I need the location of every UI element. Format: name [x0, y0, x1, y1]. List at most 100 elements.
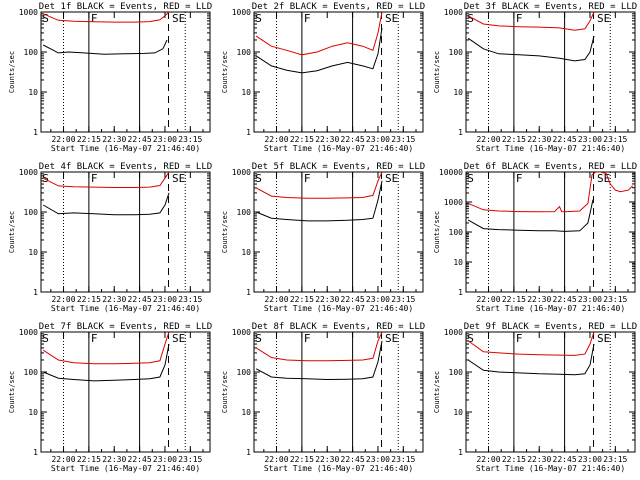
x-tick-label: 22:15: [502, 135, 526, 144]
x-tick-label: 22:45: [128, 455, 152, 464]
event-marker: F: [304, 172, 311, 185]
plot-title: Det 5f BLACK = Events, RED = LLD: [252, 162, 425, 172]
plot-frame: [40, 331, 211, 453]
x-tick-label: 22:45: [553, 135, 577, 144]
x-axis-label: Start Time (16-May-07 21:46:40): [476, 144, 625, 153]
lld-series-line: [468, 172, 633, 213]
y-tick-label: 10000: [439, 168, 463, 177]
x-tick-label: 22:45: [128, 295, 152, 304]
x-tick-label: 22:00: [51, 135, 75, 144]
x-axis-label: Start Time (16-May-07 21:46:40): [51, 464, 200, 473]
plot-title: Det 4f BLACK = Events, RED = LLD: [39, 162, 212, 172]
y-axis-label: Counts/sec: [8, 371, 16, 413]
x-tick-label: 22:00: [476, 295, 500, 304]
plot-panel-8: Det 8f BLACK = Events, RED = LLD 1 10 100 10…: [221, 322, 425, 473]
x-tick-label: 22:15: [290, 295, 314, 304]
y-tick-label: 1: [246, 288, 251, 297]
y-tick-label: 100: [24, 48, 39, 57]
x-tick-label: 22:00: [264, 135, 288, 144]
y-tick-label: 10: [28, 248, 38, 257]
x-axis-label: Start Time (16-May-07 21:46:40): [51, 144, 200, 153]
y-tick-label: 1: [33, 448, 38, 457]
x-tick-label: 22:30: [527, 455, 551, 464]
plot-title: Det 2f BLACK = Events, RED = LLD: [252, 2, 425, 12]
lld-series-line: [255, 172, 383, 199]
x-tick-label: 22:00: [51, 455, 75, 464]
plot-frame: [253, 331, 424, 453]
y-tick-label: 100: [237, 48, 252, 57]
x-tick-label: 22:00: [264, 455, 288, 464]
event-marker: S: [42, 332, 49, 345]
y-tick-label: 10: [453, 88, 463, 97]
events-series-line: [255, 27, 383, 74]
x-axis-label: Start Time (16-May-07 21:46:40): [51, 304, 200, 313]
y-tick-label: 10: [28, 408, 38, 417]
y-tick-label: 10: [241, 88, 251, 97]
y-axis-label: Counts/sec: [8, 211, 16, 253]
y-axis-label: Counts/sec: [221, 51, 229, 93]
plot-panel-5: Det 5f BLACK = Events, RED = LLD 1 10 100 10…: [221, 162, 425, 313]
x-tick-label: 23:15: [603, 455, 627, 464]
y-axis-label: Counts/sec: [433, 211, 441, 253]
event-marker: S: [255, 12, 262, 25]
lld-series-line: [42, 172, 170, 188]
y-axis-label: Counts/sec: [433, 51, 441, 93]
event-marker: SE: [597, 332, 610, 345]
plot-frame: [253, 171, 424, 293]
x-tick-label: 22:15: [77, 135, 101, 144]
y-tick-label: 10: [241, 248, 251, 257]
x-axis-label: Start Time (16-May-07 21:46:40): [476, 304, 625, 313]
events-series-line: [255, 340, 383, 381]
y-tick-label: 10: [28, 88, 38, 97]
y-axis-label: Counts/sec: [221, 371, 229, 413]
plot-title: Det 1f BLACK = Events, RED = LLD: [39, 2, 212, 12]
lld-series-line: [467, 12, 595, 31]
events-series-line: [256, 180, 383, 222]
y-tick-label: 1: [33, 128, 38, 137]
event-marker: S: [255, 332, 262, 345]
plot-frame: [465, 331, 636, 453]
x-tick-label: 22:15: [77, 455, 101, 464]
plot-title: Det 7f BLACK = Events, RED = LLD: [39, 322, 212, 332]
y-tick-label: 1: [33, 288, 38, 297]
x-axis-label: Start Time (16-May-07 21:46:40): [476, 464, 625, 473]
y-tick-label: 10: [453, 408, 463, 417]
x-tick-label: 22:15: [290, 455, 314, 464]
x-tick-label: 23:00: [366, 295, 390, 304]
x-tick-label: 23:15: [391, 295, 415, 304]
x-axis-label: Start Time (16-May-07 21:46:40): [264, 304, 413, 313]
y-tick-label: 1000: [444, 198, 463, 207]
y-tick-label: 100: [237, 368, 252, 377]
events-series-line: [43, 343, 170, 382]
y-tick-label: 10: [241, 408, 251, 417]
y-axis-label: Counts/sec: [8, 51, 16, 93]
event-marker: SE: [385, 172, 398, 185]
x-tick-label: 22:00: [51, 295, 75, 304]
y-tick-label: 100: [449, 228, 464, 237]
x-tick-label: 23:15: [178, 455, 202, 464]
events-series-line: [467, 35, 595, 62]
x-tick-label: 22:30: [315, 135, 339, 144]
y-tick-label: 1000: [19, 168, 38, 177]
event-marker: SE: [172, 12, 185, 25]
y-tick-label: 10: [453, 258, 463, 267]
x-tick-label: 22:00: [476, 455, 500, 464]
y-tick-label: 1000: [444, 8, 463, 17]
x-tick-label: 23:15: [603, 295, 627, 304]
plot-panel-3: Det 3f BLACK = Events, RED = LLD 1 10 100 10…: [433, 2, 637, 153]
lld-series-line: [467, 332, 595, 356]
x-tick-label: 23:15: [391, 455, 415, 464]
event-marker: F: [91, 172, 98, 185]
plot-frame: [40, 171, 211, 293]
event-marker: SE: [385, 12, 398, 25]
x-tick-label: 23:15: [178, 135, 202, 144]
event-marker: F: [516, 172, 523, 185]
x-tick-label: 23:00: [578, 135, 602, 144]
events-series-line: [467, 199, 594, 232]
x-tick-label: 23:00: [578, 455, 602, 464]
lld-series-line: [255, 12, 383, 56]
x-tick-label: 22:30: [315, 295, 339, 304]
x-tick-label: 22:15: [502, 455, 526, 464]
event-marker: S: [467, 172, 474, 185]
